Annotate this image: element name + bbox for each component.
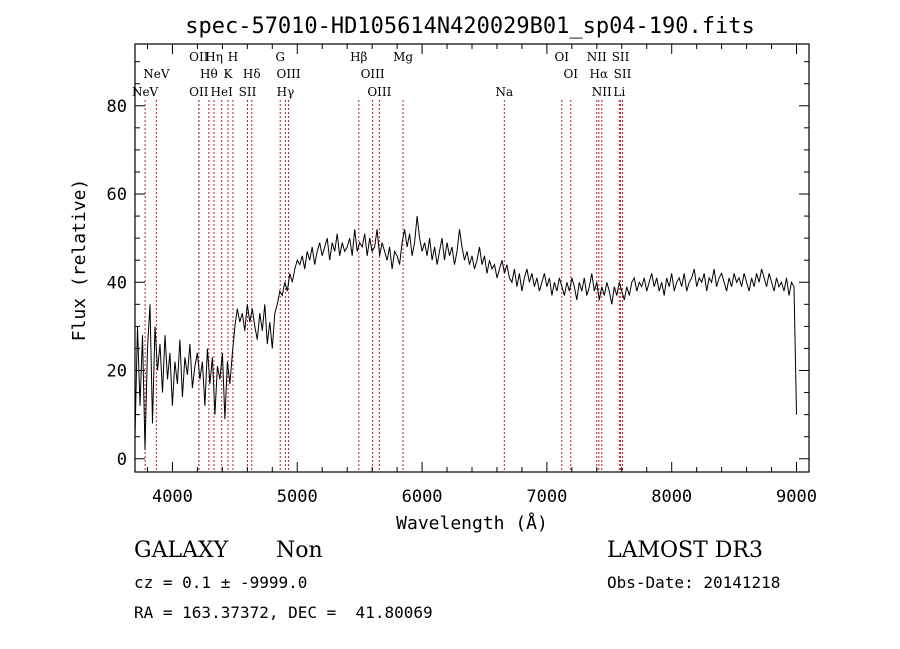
x-tick-label: 5000 bbox=[277, 487, 318, 507]
x-tick-label: 7000 bbox=[526, 487, 567, 507]
line-marker-label: OII bbox=[189, 85, 209, 99]
x-tick-label: 8000 bbox=[651, 487, 692, 507]
y-tick-label: 40 bbox=[107, 273, 127, 293]
line-marker-label: Li bbox=[613, 85, 625, 99]
obs-date-line: Obs-Date: 20141218 bbox=[607, 573, 781, 592]
chart-title: spec-57010-HD105614N420029B01_sp04-190.f… bbox=[185, 14, 755, 39]
radec-line: RA = 163.37372, DEC = 41.80069 bbox=[134, 603, 433, 622]
line-marker-label: Mg bbox=[393, 50, 413, 64]
line-marker-label: OIII bbox=[367, 85, 391, 99]
line-marker-label: Hθ bbox=[200, 67, 218, 81]
line-marker-label: HeI bbox=[211, 85, 234, 99]
y-tick-label: 0 bbox=[117, 450, 127, 470]
line-marker-label: SII bbox=[239, 85, 257, 99]
line-marker-label: Hα bbox=[590, 67, 609, 81]
x-tick-label: 9000 bbox=[776, 487, 817, 507]
line-marker-label: Hδ bbox=[243, 67, 261, 81]
y-axis-label: Flux (relative) bbox=[69, 179, 90, 342]
subclass-label: Non bbox=[276, 538, 323, 563]
plot-axes: 4000 5000 6000 7000 8000 9000 0 20 40 60 80 bbox=[107, 43, 817, 507]
line-marker-label: SII bbox=[612, 50, 630, 64]
line-marker-label: OII bbox=[189, 50, 209, 64]
line-marker-label: K bbox=[224, 67, 234, 81]
spectrum-line bbox=[134, 216, 797, 450]
spectrum-series bbox=[134, 216, 797, 450]
x-tick-label: 4000 bbox=[152, 487, 193, 507]
cz-line: cz = 0.1 ± -9999.0 bbox=[134, 573, 308, 592]
line-marker-label: H bbox=[228, 50, 238, 64]
line-marker-label: NII bbox=[592, 85, 612, 99]
line-marker-label: Hη bbox=[205, 50, 223, 64]
class-label: GALAXY bbox=[134, 538, 229, 563]
line-marker-label: OIII bbox=[361, 67, 385, 81]
line-marker-label: SII bbox=[614, 67, 632, 81]
line-marker-label: G bbox=[275, 50, 285, 64]
x-axis-label: Wavelength (Å) bbox=[396, 512, 548, 534]
line-marker-label: Hγ bbox=[277, 85, 295, 99]
y-tick-label: 20 bbox=[107, 362, 127, 382]
survey-label: LAMOST DR3 bbox=[607, 538, 763, 563]
line-marker-label: NeV bbox=[132, 85, 159, 99]
y-tick-label: 80 bbox=[107, 97, 127, 117]
x-tick-label: 6000 bbox=[402, 487, 443, 507]
line-marker-label: Hβ bbox=[350, 50, 367, 64]
line-marker-label: OIII bbox=[277, 67, 301, 81]
line-marker-label: OI bbox=[554, 50, 569, 64]
line-marker-label: NII bbox=[587, 50, 607, 64]
line-marker-label: NeV bbox=[143, 67, 170, 81]
line-marker-label: Na bbox=[496, 85, 514, 99]
y-tick-label: 60 bbox=[107, 185, 127, 205]
line-marker-label: OI bbox=[563, 67, 578, 81]
